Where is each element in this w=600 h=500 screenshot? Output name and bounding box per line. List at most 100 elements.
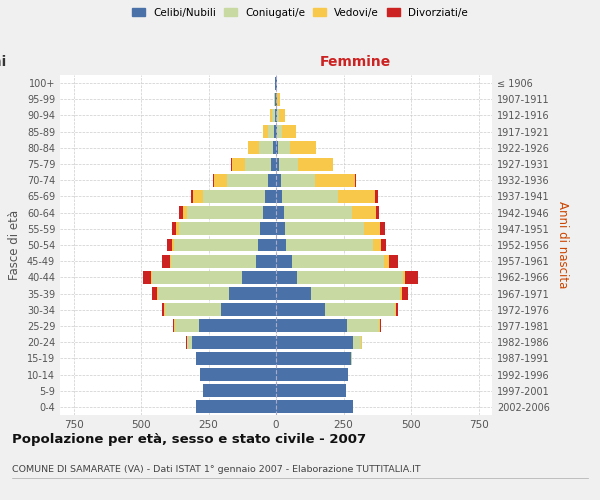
Bar xyxy=(276,109,277,122)
Bar xyxy=(384,254,389,268)
Bar xyxy=(400,287,403,300)
Text: COMUNE DI SAMARATE (VA) - Dati ISTAT 1° gennaio 2007 - Elaborazione TUTTITALIA.I: COMUNE DI SAMARATE (VA) - Dati ISTAT 1° … xyxy=(12,466,421,474)
Bar xyxy=(276,368,347,381)
Bar xyxy=(278,142,290,154)
Bar xyxy=(373,238,381,252)
Text: Femmine: Femmine xyxy=(320,56,391,70)
Bar xyxy=(199,320,276,332)
Bar xyxy=(281,174,316,186)
Bar xyxy=(286,238,373,252)
Bar xyxy=(276,271,297,284)
Bar xyxy=(259,238,276,252)
Bar xyxy=(187,206,263,219)
Bar xyxy=(276,142,278,154)
Bar xyxy=(325,304,395,316)
Bar xyxy=(276,174,281,186)
Bar xyxy=(268,125,274,138)
Bar xyxy=(174,238,259,252)
Bar xyxy=(276,400,353,413)
Legend: Celibi/Nubili, Coniugati/e, Vedovi/e, Divorziati/e: Celibi/Nubili, Coniugati/e, Vedovi/e, Di… xyxy=(132,8,468,18)
Bar xyxy=(274,125,276,138)
Bar xyxy=(245,158,271,170)
Bar xyxy=(174,320,175,332)
Bar xyxy=(403,287,409,300)
Bar xyxy=(351,352,352,365)
Bar xyxy=(381,238,386,252)
Bar xyxy=(196,352,276,365)
Bar xyxy=(268,174,276,186)
Bar xyxy=(214,174,227,186)
Bar xyxy=(276,336,353,348)
Y-axis label: Fasce di età: Fasce di età xyxy=(8,210,21,280)
Bar xyxy=(143,271,151,284)
Bar xyxy=(282,125,296,138)
Bar xyxy=(284,222,364,235)
Bar xyxy=(276,206,284,219)
Bar xyxy=(172,222,176,235)
Bar xyxy=(275,93,276,106)
Bar xyxy=(193,336,276,348)
Bar xyxy=(263,206,276,219)
Bar xyxy=(164,304,166,316)
Bar xyxy=(277,93,280,106)
Bar xyxy=(229,287,276,300)
Bar xyxy=(274,93,275,106)
Bar xyxy=(263,125,268,138)
Bar xyxy=(380,320,381,332)
Bar xyxy=(152,287,157,300)
Bar xyxy=(276,304,325,316)
Bar xyxy=(163,304,164,316)
Bar xyxy=(353,336,361,348)
Bar xyxy=(298,158,332,170)
Bar xyxy=(276,238,286,252)
Bar xyxy=(273,142,276,154)
Bar xyxy=(276,158,278,170)
Bar xyxy=(162,254,170,268)
Bar xyxy=(200,368,276,381)
Bar xyxy=(191,190,193,203)
Bar xyxy=(167,238,172,252)
Bar xyxy=(275,109,276,122)
Bar xyxy=(179,206,182,219)
Bar xyxy=(256,254,276,268)
Bar xyxy=(152,271,242,284)
Bar xyxy=(361,336,362,348)
Bar xyxy=(276,125,277,138)
Bar xyxy=(271,158,276,170)
Bar xyxy=(355,174,356,186)
Bar xyxy=(187,336,193,348)
Bar xyxy=(170,254,171,268)
Bar xyxy=(290,142,316,154)
Bar xyxy=(376,206,379,219)
Bar xyxy=(352,206,376,219)
Bar xyxy=(271,109,272,122)
Bar xyxy=(316,174,355,186)
Bar xyxy=(248,142,259,154)
Bar xyxy=(276,287,311,300)
Bar xyxy=(279,109,286,122)
Bar xyxy=(157,287,158,300)
Bar xyxy=(396,304,398,316)
Bar xyxy=(173,320,174,332)
Bar xyxy=(276,352,351,365)
Bar xyxy=(242,271,276,284)
Bar xyxy=(151,271,152,284)
Bar xyxy=(347,320,379,332)
Bar xyxy=(232,158,245,170)
Bar xyxy=(338,190,376,203)
Bar xyxy=(193,190,203,203)
Bar xyxy=(166,304,221,316)
Bar xyxy=(403,271,405,284)
Bar xyxy=(276,222,284,235)
Bar xyxy=(259,142,273,154)
Bar xyxy=(182,206,187,219)
Bar xyxy=(171,254,256,268)
Bar xyxy=(265,190,276,203)
Bar xyxy=(277,125,282,138)
Bar xyxy=(292,254,384,268)
Bar xyxy=(196,400,276,413)
Bar xyxy=(260,222,276,235)
Bar xyxy=(172,238,174,252)
Bar xyxy=(380,222,385,235)
Bar xyxy=(364,222,380,235)
